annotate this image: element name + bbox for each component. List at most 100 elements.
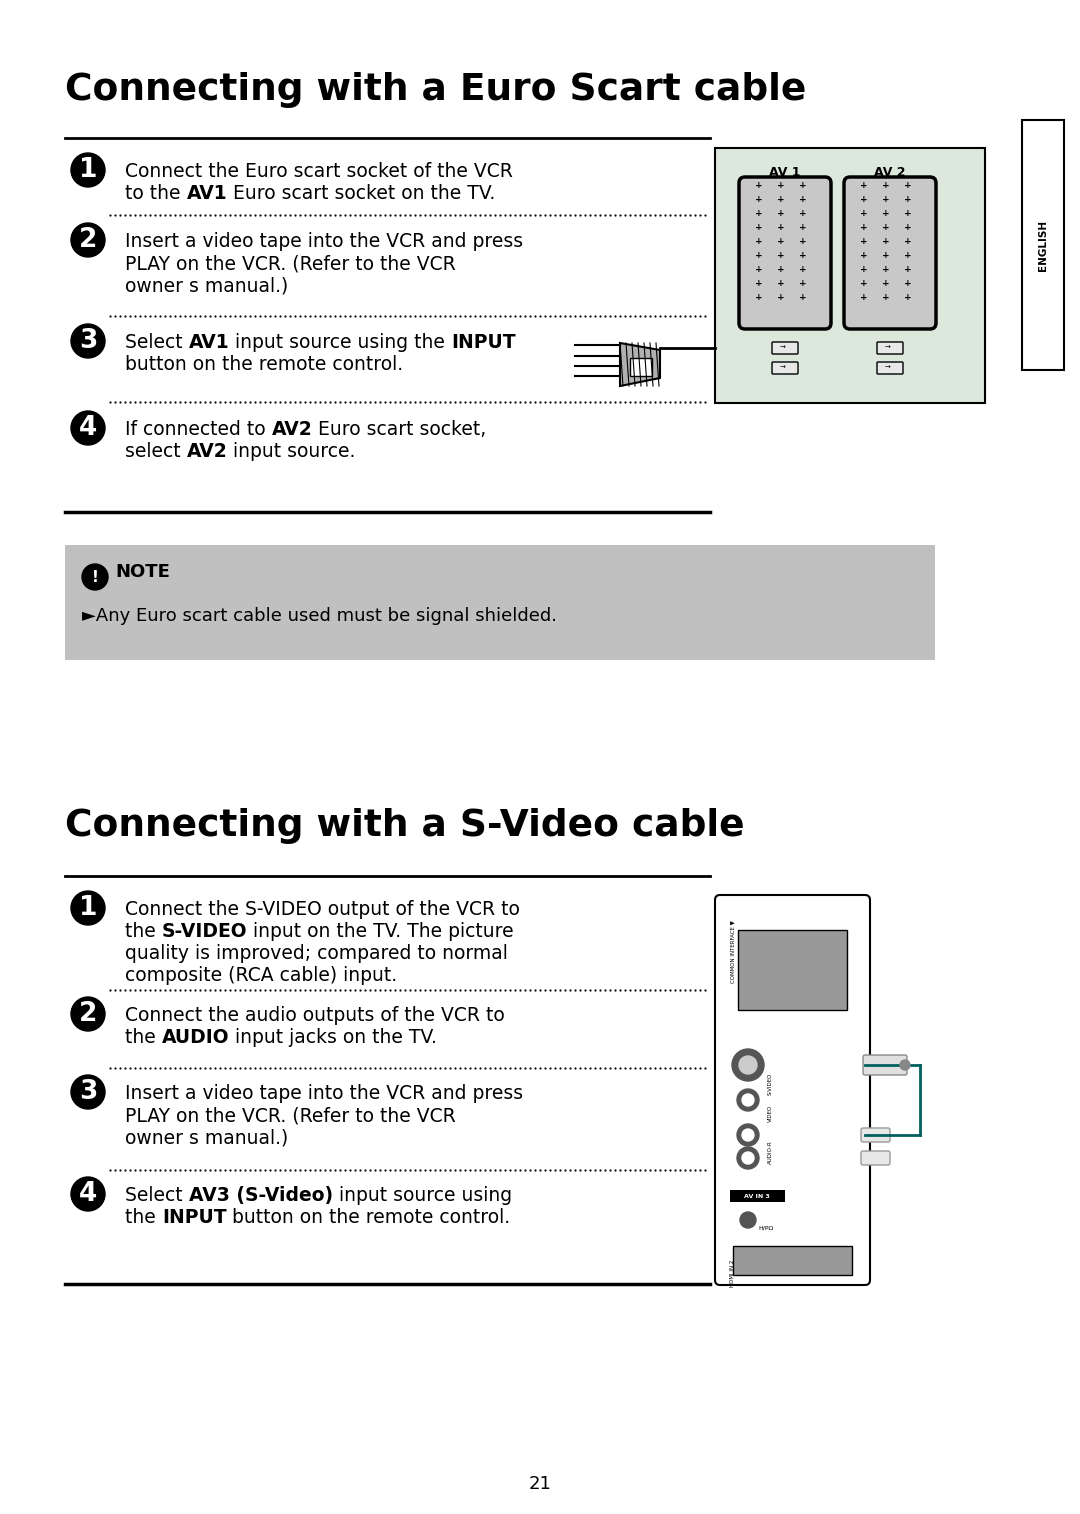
Text: input jacks on the TV.: input jacks on the TV. <box>229 1028 437 1048</box>
Text: +: + <box>799 280 807 289</box>
Circle shape <box>71 223 105 257</box>
Text: +: + <box>882 251 890 260</box>
FancyBboxPatch shape <box>772 342 798 354</box>
Text: Insert a video tape into the VCR and press: Insert a video tape into the VCR and pre… <box>125 1084 523 1104</box>
FancyBboxPatch shape <box>877 342 903 354</box>
Text: +: + <box>860 238 868 247</box>
Text: Connect the S-VIDEO output of the VCR to: Connect the S-VIDEO output of the VCR to <box>125 899 519 919</box>
Text: +: + <box>755 182 762 191</box>
FancyBboxPatch shape <box>877 362 903 374</box>
Text: +: + <box>860 265 868 274</box>
Circle shape <box>71 1176 105 1211</box>
Text: →: → <box>780 365 786 371</box>
Text: 1: 1 <box>79 895 97 921</box>
Text: +: + <box>755 238 762 247</box>
Text: +: + <box>904 195 912 204</box>
Text: +: + <box>904 265 912 274</box>
Text: owner s manual.): owner s manual.) <box>125 276 288 295</box>
Text: +: + <box>799 294 807 303</box>
Text: +: + <box>904 251 912 260</box>
Text: ►Any Euro scart cable used must be signal shielded.: ►Any Euro scart cable used must be signa… <box>82 607 557 625</box>
Text: +: + <box>882 195 890 204</box>
Text: Connecting with a S-Video cable: Connecting with a S-Video cable <box>65 808 744 843</box>
FancyBboxPatch shape <box>630 357 652 375</box>
Text: Select: Select <box>125 333 189 351</box>
Text: 2: 2 <box>79 227 97 253</box>
Text: AV 1: AV 1 <box>769 167 800 179</box>
Polygon shape <box>620 344 660 386</box>
Text: +: + <box>778 280 785 289</box>
Text: the: the <box>125 1028 162 1048</box>
Text: →: → <box>885 365 891 371</box>
Text: INPUT: INPUT <box>162 1208 227 1226</box>
Text: +: + <box>799 265 807 274</box>
Circle shape <box>737 1089 759 1111</box>
Text: 4: 4 <box>79 1181 97 1207</box>
Text: PLAY on the VCR. (Refer to the VCR: PLAY on the VCR. (Refer to the VCR <box>125 1107 456 1125</box>
Text: owner s manual.): owner s manual.) <box>125 1128 288 1148</box>
Circle shape <box>82 565 108 590</box>
Text: +: + <box>778 182 785 191</box>
Text: →: → <box>780 345 786 351</box>
Text: AV2: AV2 <box>187 442 228 460</box>
FancyBboxPatch shape <box>739 177 831 329</box>
Text: AV1: AV1 <box>189 333 229 351</box>
Text: Insert a video tape into the VCR and press: Insert a video tape into the VCR and pre… <box>125 232 523 251</box>
Text: Euro scart socket on the TV.: Euro scart socket on the TV. <box>227 185 496 203</box>
FancyBboxPatch shape <box>733 1246 852 1275</box>
Text: AV 2: AV 2 <box>874 167 906 179</box>
Circle shape <box>900 1060 910 1070</box>
Text: +: + <box>860 251 868 260</box>
Text: AV2: AV2 <box>272 419 312 439</box>
FancyBboxPatch shape <box>861 1128 890 1142</box>
Text: ENGLISH: ENGLISH <box>1038 220 1048 271</box>
FancyBboxPatch shape <box>863 1055 907 1075</box>
Text: Select: Select <box>125 1185 189 1205</box>
FancyBboxPatch shape <box>738 930 847 1010</box>
Text: +: + <box>904 209 912 218</box>
Text: HDMI IN 2: HDMI IN 2 <box>730 1260 735 1287</box>
FancyBboxPatch shape <box>843 177 936 329</box>
Text: +: + <box>882 280 890 289</box>
Text: the: the <box>125 1208 162 1226</box>
Text: +: + <box>882 224 890 233</box>
Text: +: + <box>755 294 762 303</box>
Text: +: + <box>799 224 807 233</box>
Circle shape <box>71 153 105 188</box>
Text: +: + <box>904 182 912 191</box>
Text: AV IN 3: AV IN 3 <box>744 1195 770 1199</box>
Text: +: + <box>755 195 762 204</box>
Text: !: ! <box>92 569 98 584</box>
Text: 21: 21 <box>528 1475 552 1493</box>
Text: input source using the: input source using the <box>229 333 451 351</box>
Text: +: + <box>882 294 890 303</box>
Text: +: + <box>778 209 785 218</box>
Text: NOTE: NOTE <box>114 563 170 581</box>
Text: button on the remote control.: button on the remote control. <box>125 354 403 374</box>
Text: +: + <box>860 224 868 233</box>
Circle shape <box>742 1095 754 1107</box>
Text: +: + <box>755 251 762 260</box>
Text: +: + <box>799 195 807 204</box>
Text: 2: 2 <box>79 1001 97 1026</box>
Text: S-VIDEO: S-VIDEO <box>162 922 247 942</box>
Text: →: → <box>885 345 891 351</box>
Text: +: + <box>882 238 890 247</box>
Text: +: + <box>778 265 785 274</box>
Text: +: + <box>799 251 807 260</box>
FancyBboxPatch shape <box>730 1190 785 1202</box>
FancyBboxPatch shape <box>772 362 798 374</box>
FancyBboxPatch shape <box>715 895 870 1285</box>
Text: If connected to: If connected to <box>125 419 272 439</box>
Text: the: the <box>125 922 162 942</box>
Text: VIDEO: VIDEO <box>768 1105 773 1122</box>
Text: to the: to the <box>125 185 187 203</box>
Text: input source.: input source. <box>228 442 355 460</box>
Text: input on the TV. The picture: input on the TV. The picture <box>247 922 514 942</box>
Text: PLAY on the VCR. (Refer to the VCR: PLAY on the VCR. (Refer to the VCR <box>125 254 456 273</box>
Text: +: + <box>882 265 890 274</box>
Text: AUDIO-R: AUDIO-R <box>768 1140 773 1164</box>
Text: quality is improved; compared to normal: quality is improved; compared to normal <box>125 945 508 963</box>
Text: +: + <box>882 182 890 191</box>
Text: +: + <box>904 280 912 289</box>
